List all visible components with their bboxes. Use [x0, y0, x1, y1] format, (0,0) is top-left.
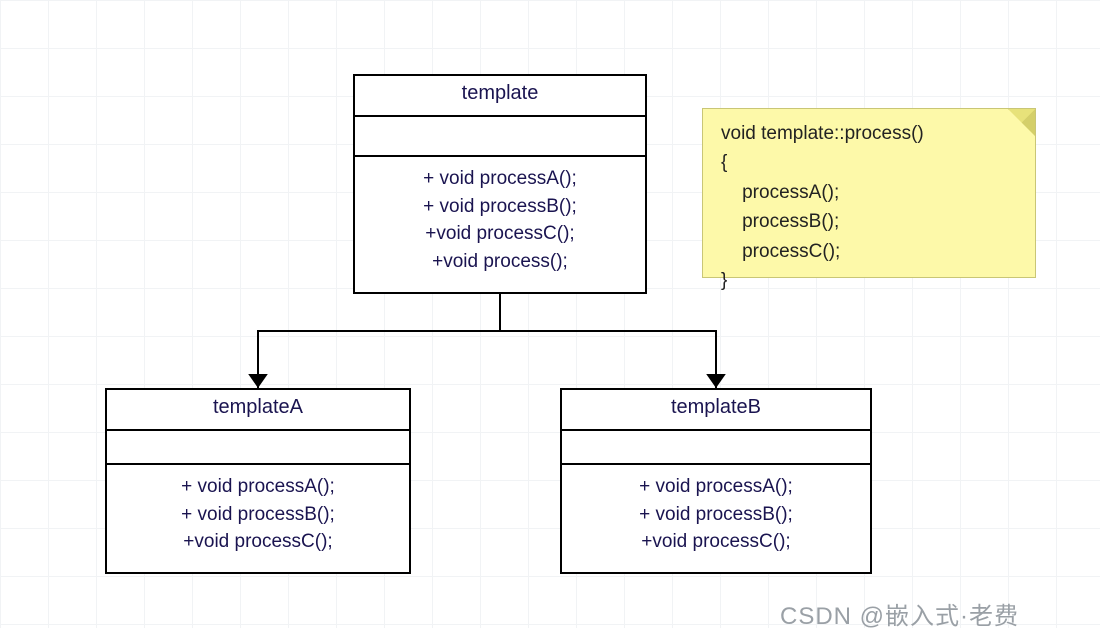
- uml-attributes-empty: [355, 117, 645, 157]
- uml-operations: + void processA();+ void processB();+voi…: [107, 465, 409, 566]
- uml-class-title: template: [355, 76, 645, 117]
- uml-attributes-empty: [562, 431, 870, 465]
- uml-operation-line: +void processC();: [361, 220, 639, 248]
- watermark-text: CSDN @嵌入式·老费: [780, 596, 1019, 628]
- code-note-body: void template::process() { processA(); p…: [721, 119, 1019, 296]
- code-note: void template::process() { processA(); p…: [702, 108, 1036, 278]
- uml-operation-line: + void processB();: [568, 501, 864, 529]
- uml-class-templateA: templateA + void processA();+ void proce…: [105, 388, 411, 574]
- uml-operation-line: + void processB();: [113, 501, 403, 529]
- uml-attributes-empty: [107, 431, 409, 465]
- uml-class-title: templateB: [562, 390, 870, 431]
- uml-class-templateB: templateB + void processA();+ void proce…: [560, 388, 872, 574]
- uml-operation-line: +void processC();: [568, 528, 864, 556]
- uml-operation-line: +void processC();: [113, 528, 403, 556]
- uml-operation-line: + void processA();: [113, 473, 403, 501]
- uml-operation-line: +void process();: [361, 248, 639, 276]
- uml-operations: + void processA();+ void processB();+voi…: [562, 465, 870, 566]
- uml-class-template: template + void processA();+ void proces…: [353, 74, 647, 294]
- uml-operation-line: + void processA();: [361, 165, 639, 193]
- uml-operation-line: + void processA();: [568, 473, 864, 501]
- uml-operation-line: + void processB();: [361, 193, 639, 221]
- uml-operations: + void processA();+ void processB();+voi…: [355, 157, 645, 285]
- uml-class-title: templateA: [107, 390, 409, 431]
